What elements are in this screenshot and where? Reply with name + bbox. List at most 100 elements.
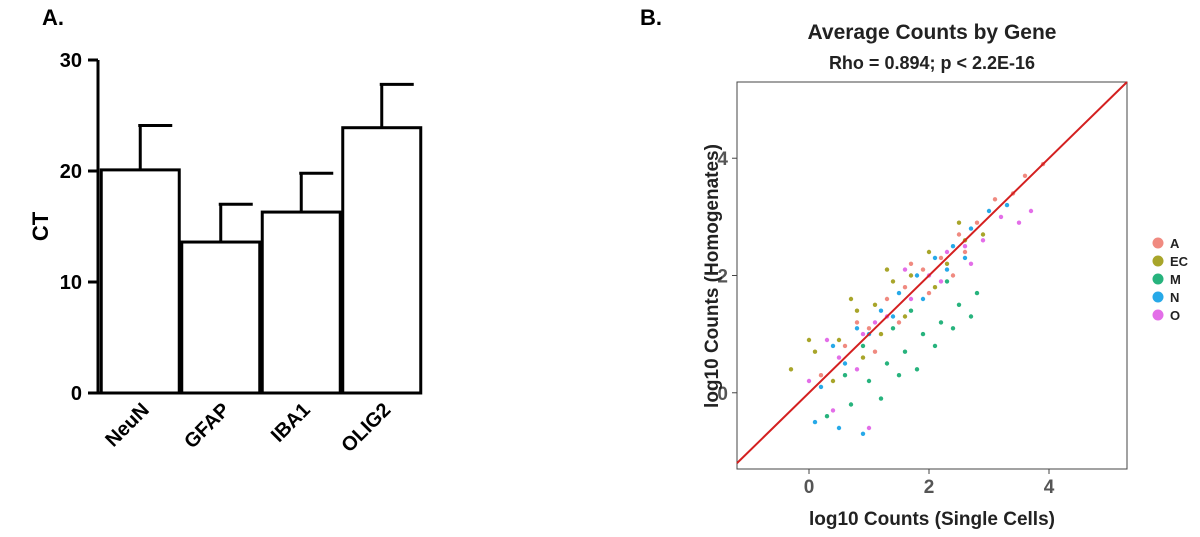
scatter-point-o xyxy=(806,378,812,384)
legend: A EC MNO xyxy=(1152,236,1189,323)
scatter-point-n xyxy=(944,267,950,272)
scatter-point-n xyxy=(842,361,848,366)
scatter-point-a xyxy=(908,261,914,266)
scatter-point-ec xyxy=(926,249,932,255)
legend-label: M xyxy=(1170,272,1181,287)
scatter-point-ec xyxy=(854,308,860,313)
scatter-point-n xyxy=(896,290,902,296)
scatter-point-n xyxy=(968,226,974,231)
scatter-point-o xyxy=(1016,220,1022,225)
scatter-point-m xyxy=(956,302,962,307)
scatter-point-n xyxy=(962,255,968,261)
scatter-point-ec xyxy=(932,285,938,290)
scatter-point-m xyxy=(902,349,908,354)
legend-marker-o xyxy=(1152,309,1164,321)
scatter-point-ec xyxy=(788,367,794,372)
chart-subtitle: Rho = 0.894; p < 2.2E-16 xyxy=(829,53,1035,73)
scatter-point-a xyxy=(926,290,932,296)
scatter-point-m xyxy=(968,314,974,319)
chart-title: Average Counts by Gene xyxy=(808,21,1057,44)
scatter-point-n xyxy=(836,425,842,431)
axis-ticks: 0 2 4 0 2 4 xyxy=(717,149,1054,498)
scatter-point-a xyxy=(956,232,962,237)
scatter-point-o xyxy=(860,331,866,337)
scatter-point-ec xyxy=(872,302,878,307)
legend-label: EC xyxy=(1170,254,1189,269)
scatter-point-n xyxy=(1004,202,1010,208)
scatter-point-ec xyxy=(848,296,854,302)
scatter-point-m xyxy=(860,343,866,349)
scatter-point-ec xyxy=(836,337,842,343)
scatter-point-n xyxy=(932,255,938,261)
scatter-point-m xyxy=(848,402,854,407)
scatter-point-a xyxy=(920,267,926,272)
bar-olig2 xyxy=(341,126,423,395)
scatter-point-o xyxy=(938,279,944,284)
category-label: OLIG2 xyxy=(337,399,395,457)
scatter-point-ec xyxy=(830,378,836,384)
scatter-point-a xyxy=(818,373,824,378)
scatter-point-n xyxy=(818,384,824,390)
legend-marker-m xyxy=(1152,273,1164,285)
scatter-point-m xyxy=(842,373,848,378)
scatter-point-n xyxy=(890,314,896,319)
x-tick-label: 0 xyxy=(804,477,815,498)
scatter-point-o xyxy=(980,238,986,243)
y-tick-label: 10 xyxy=(60,272,82,294)
scatter-point-m xyxy=(896,373,902,378)
scatter-point-a xyxy=(854,320,860,325)
x-tick-label: 2 xyxy=(924,477,935,498)
fit-line-group xyxy=(736,81,1128,464)
scatter-point-o xyxy=(866,425,872,431)
bar-gfap xyxy=(180,240,262,395)
scatter-point-a xyxy=(884,296,890,302)
scatter-point-ec xyxy=(980,232,986,237)
fit-line xyxy=(736,81,1128,464)
scatter-point-n xyxy=(860,431,866,436)
scatter-point-m xyxy=(920,331,926,337)
bars xyxy=(99,82,423,395)
scatter-point-ec xyxy=(806,337,812,343)
scatter-point-m xyxy=(824,414,830,419)
scatter-point-n xyxy=(986,208,992,214)
scatter-point-a xyxy=(992,197,998,202)
scatter-point-o xyxy=(962,244,968,249)
scatter-point-m xyxy=(884,361,890,366)
scatter-point-a xyxy=(938,255,944,261)
scatter-point-m xyxy=(974,290,980,296)
category-label: NeuN xyxy=(101,399,153,451)
scatter-point-ec xyxy=(860,355,866,360)
scatter-point-m xyxy=(914,367,920,372)
scatter-point-a xyxy=(872,349,878,354)
scatter-point-o xyxy=(872,320,878,325)
y-tick-label: 20 xyxy=(60,161,82,183)
scatter-point-o xyxy=(968,261,974,266)
scatter-point-o xyxy=(998,214,1004,220)
scatter-point-n xyxy=(920,296,926,302)
scatter-point-ec xyxy=(944,261,950,266)
category-label: IBA1 xyxy=(267,399,315,447)
category-labels: NeuN GFAP IBA1 OLIG2 xyxy=(101,399,395,457)
scatter-point-m xyxy=(938,320,944,325)
scatter-point-n xyxy=(878,308,884,313)
scatter-point-a xyxy=(974,220,980,225)
scatter-point-o xyxy=(944,249,950,255)
x-axis-label: log10 Counts (Single Cells) xyxy=(809,509,1055,530)
scatter-point-ec xyxy=(878,331,884,337)
legend-marker-a xyxy=(1152,237,1164,249)
scatter-point-a xyxy=(866,326,872,331)
scatter-point-m xyxy=(878,396,884,401)
y-axis-label-b: log10 Counts (Homogenates) xyxy=(702,144,723,408)
legend-marker-n xyxy=(1152,291,1164,303)
scatter-point-ec xyxy=(890,279,896,284)
scatter-point-o xyxy=(908,296,914,302)
scatter-point-a xyxy=(1022,173,1028,178)
category-label: GFAP xyxy=(180,399,234,453)
scatter-point-a xyxy=(842,343,848,349)
legend-marker-ec xyxy=(1152,255,1164,267)
scatter-point-ec xyxy=(956,220,962,225)
scatter-point-ec xyxy=(908,273,914,278)
scatter-point-n xyxy=(830,343,836,349)
scatter-point-a xyxy=(950,273,956,278)
